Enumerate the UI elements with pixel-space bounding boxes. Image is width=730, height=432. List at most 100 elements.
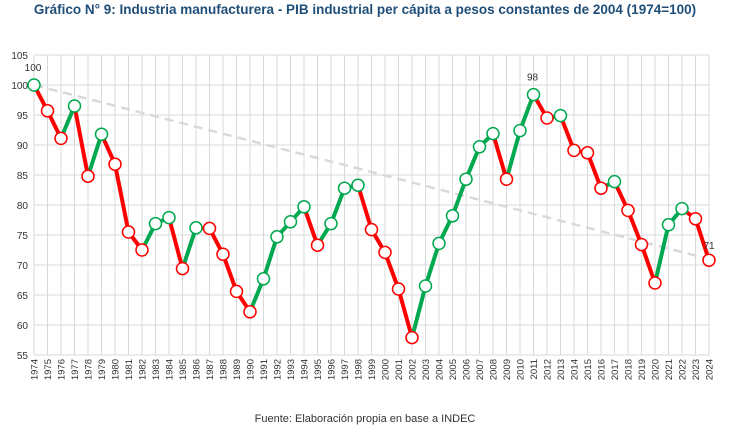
x-tick-label: 1982 bbox=[138, 359, 149, 380]
data-point bbox=[148, 216, 163, 231]
data-point bbox=[459, 172, 473, 186]
data-point bbox=[310, 238, 325, 252]
data-point bbox=[121, 225, 136, 239]
data-point bbox=[364, 222, 379, 237]
x-tick-label: 1987 bbox=[205, 359, 216, 380]
line-segment bbox=[167, 215, 185, 271]
x-tick-label: 1991 bbox=[259, 359, 270, 380]
line-segment bbox=[180, 225, 198, 271]
x-tick-label: 2009 bbox=[502, 359, 513, 380]
data-point bbox=[634, 237, 649, 252]
x-tick-label: 2004 bbox=[435, 359, 446, 380]
x-tick-label: 1974 bbox=[30, 359, 41, 380]
data-point bbox=[297, 200, 311, 214]
data-point bbox=[324, 216, 338, 231]
line-segment bbox=[113, 162, 131, 234]
data-point bbox=[378, 245, 392, 260]
data-point bbox=[135, 243, 149, 257]
x-tick-label: 2023 bbox=[691, 359, 702, 380]
x-tick-label: 1992 bbox=[273, 359, 284, 380]
line-segment bbox=[356, 183, 374, 232]
x-tick-label: 1999 bbox=[367, 359, 378, 380]
data-point bbox=[486, 126, 500, 141]
x-tick-label: 1980 bbox=[111, 359, 122, 380]
line-segment bbox=[653, 222, 671, 285]
x-tick-label: 1993 bbox=[286, 359, 297, 380]
x-tick-label: 1983 bbox=[151, 359, 162, 380]
x-tick-label: 2002 bbox=[408, 359, 419, 380]
data-point bbox=[40, 104, 55, 118]
x-tick-label: 2012 bbox=[543, 359, 554, 380]
data-point bbox=[81, 169, 95, 183]
data-label: 98 bbox=[527, 73, 539, 84]
x-tick-label: 1979 bbox=[97, 359, 108, 380]
y-tick-label: 65 bbox=[17, 291, 29, 302]
x-tick-label: 1984 bbox=[165, 359, 176, 380]
data-point bbox=[189, 221, 203, 235]
data-point bbox=[337, 181, 352, 195]
data-point bbox=[418, 279, 433, 293]
x-tick-label: 1985 bbox=[178, 359, 189, 380]
data-point bbox=[688, 212, 703, 226]
y-tick-label: 105 bbox=[11, 51, 28, 62]
x-tick-label: 2000 bbox=[381, 359, 392, 380]
x-tick-label: 1977 bbox=[70, 359, 81, 380]
line-segment bbox=[396, 287, 414, 340]
data-point bbox=[405, 330, 419, 345]
x-tick-label: 2017 bbox=[610, 359, 621, 380]
x-tick-label: 2011 bbox=[529, 359, 540, 379]
x-tick-label: 2019 bbox=[637, 359, 648, 380]
line-segment bbox=[491, 131, 509, 182]
data-point bbox=[391, 282, 406, 296]
data-point bbox=[162, 210, 176, 225]
line-segment bbox=[72, 104, 90, 179]
x-tick-label: 2018 bbox=[624, 359, 635, 380]
line-segment bbox=[423, 241, 441, 288]
line-segment bbox=[639, 242, 657, 285]
y-tick-label: 95 bbox=[17, 111, 29, 122]
x-tick-label: 2003 bbox=[421, 359, 432, 380]
x-tick-label: 2005 bbox=[448, 359, 459, 380]
data-point bbox=[621, 203, 635, 218]
trendline bbox=[33, 83, 710, 261]
y-tick-label: 90 bbox=[17, 141, 29, 152]
x-tick-label: 2010 bbox=[516, 359, 527, 380]
y-tick-label: 80 bbox=[17, 201, 29, 212]
x-tick-label: 1990 bbox=[246, 359, 257, 380]
x-tick-label: 1995 bbox=[313, 359, 324, 380]
x-tick-label: 2007 bbox=[475, 359, 486, 380]
data-point bbox=[702, 253, 716, 267]
data-point bbox=[499, 172, 514, 186]
data-point bbox=[67, 99, 82, 113]
data-point bbox=[445, 209, 460, 223]
data-point bbox=[229, 284, 244, 299]
x-tick-label: 1989 bbox=[232, 359, 243, 380]
y-tick-label: 55 bbox=[17, 351, 29, 362]
line-segment bbox=[410, 284, 428, 340]
y-tick-label: 75 bbox=[17, 231, 29, 242]
x-tick-label: 2001 bbox=[394, 359, 405, 380]
x-tick-label: 2024 bbox=[705, 359, 716, 380]
x-tick-label: 2013 bbox=[556, 359, 567, 380]
y-tick-label: 60 bbox=[17, 321, 29, 332]
data-point bbox=[526, 87, 541, 102]
data-point bbox=[216, 247, 230, 261]
line-segment bbox=[693, 216, 711, 263]
data-point bbox=[553, 108, 568, 123]
line-segment bbox=[86, 132, 104, 179]
x-tick-label: 1997 bbox=[340, 359, 351, 380]
x-tick-label: 2020 bbox=[651, 359, 662, 380]
x-tick-label: 1981 bbox=[124, 359, 135, 380]
line-segment bbox=[302, 204, 320, 248]
x-tick-label: 1975 bbox=[43, 359, 54, 380]
data-point bbox=[513, 123, 527, 138]
x-tick-label: 1978 bbox=[84, 359, 95, 380]
line-segment bbox=[261, 234, 279, 281]
data-point bbox=[580, 146, 595, 160]
data-point bbox=[54, 131, 68, 146]
x-tick-label: 2022 bbox=[678, 359, 689, 380]
chart-title: Gráfico N° 9: Industria manufacturera - … bbox=[33, 2, 697, 17]
y-tick-label: 85 bbox=[17, 171, 29, 182]
data-point bbox=[243, 305, 257, 319]
